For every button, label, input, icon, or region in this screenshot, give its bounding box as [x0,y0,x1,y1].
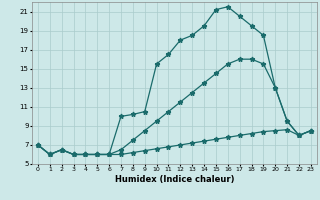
X-axis label: Humidex (Indice chaleur): Humidex (Indice chaleur) [115,175,234,184]
